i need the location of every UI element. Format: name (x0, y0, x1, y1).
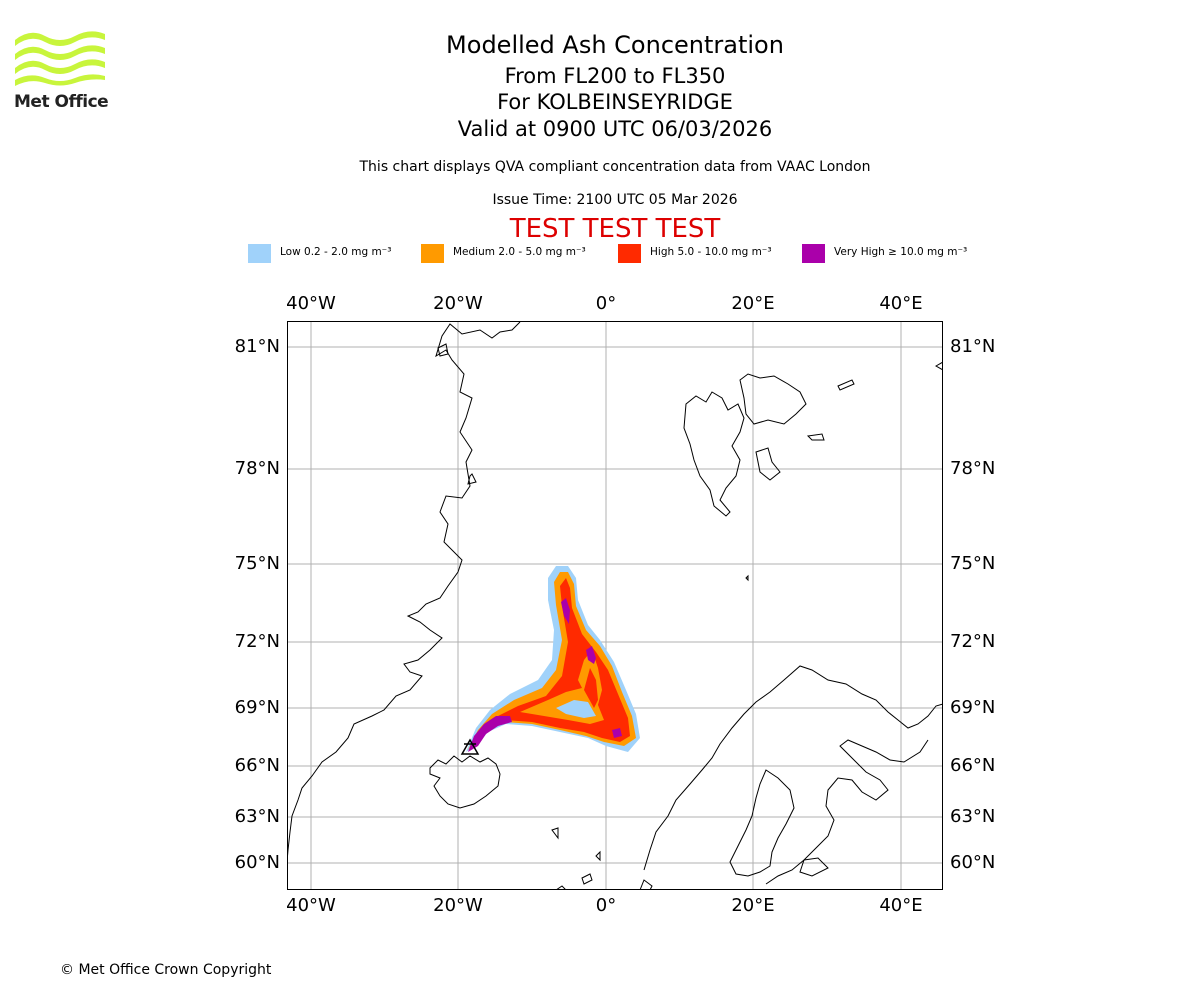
chart-title: Modelled Ash Concentration (446, 31, 784, 59)
validity-time: Valid at 0900 UTC 06/03/2026 (457, 117, 773, 141)
lat-tick-left-78n: 78°N (234, 458, 280, 479)
lon-tick-top-20e: 20°E (731, 293, 775, 314)
lon-tick-bottom-20e: 20°E (731, 895, 775, 916)
coastlines (287, 321, 943, 890)
lon-tick-top-40e: 40°E (879, 293, 923, 314)
lat-tick-right-66n: 66°N (950, 755, 996, 776)
lat-tick-left-66n: 66°N (234, 755, 280, 776)
lon-tick-top-40w: 40°W (286, 293, 336, 314)
lon-tick-top-20w: 20°W (433, 293, 483, 314)
legend-label-very-high: Very High ≥ 10.0 mg m⁻³ (834, 246, 968, 258)
legend-swatch-medium (421, 244, 444, 263)
lat-tick-right-63n: 63°N (950, 806, 996, 827)
ash-contour-very-high-1 (468, 716, 512, 752)
graticule (287, 321, 943, 890)
coastline-iceland (429, 755, 501, 809)
ash-contour-very-high-4 (612, 728, 622, 738)
volcano-triangle-icon (460, 738, 480, 755)
legend-label-high: High 5.0 - 10.0 mg m⁻³ (650, 246, 772, 258)
lat-tick-left-75n: 75°N (234, 553, 280, 574)
flight-level-range: From FL200 to FL350 (504, 64, 726, 88)
lat-tick-right-72n: 72°N (950, 631, 996, 652)
lat-tick-right-75n: 75°N (950, 553, 996, 574)
lat-tick-left-69n: 69°N (234, 697, 280, 718)
lat-tick-right-81n: 81°N (950, 336, 996, 357)
lat-tick-left-81n: 81°N (234, 336, 280, 357)
lat-tick-left-60n: 60°N (234, 852, 280, 873)
met-office-logo-text: Met Office (14, 92, 109, 112)
volcano-name: For KOLBEINSEYRIDGE (497, 90, 733, 114)
coastline-greenland (287, 321, 521, 863)
ash-plume (466, 566, 640, 752)
legend-swatch-low (248, 244, 271, 263)
lon-tick-bottom-40w: 40°W (286, 895, 336, 916)
issue-time: Issue Time: 2100 UTC 05 Mar 2026 (492, 192, 738, 208)
legend-label-medium: Medium 2.0 - 5.0 mg m⁻³ (453, 246, 586, 258)
lat-tick-right-78n: 78°N (950, 458, 996, 479)
ash-contour-very-high-2 (561, 598, 570, 624)
ash-map (287, 321, 943, 890)
ash-contour-low-inner (556, 700, 596, 718)
legend-swatch-high (618, 244, 641, 263)
lon-tick-bottom-40e: 40°E (879, 895, 923, 916)
legend-label-low: Low 0.2 - 2.0 mg m⁻³ (280, 246, 392, 258)
copyright-notice: © Met Office Crown Copyright (60, 962, 272, 978)
lat-tick-right-69n: 69°N (950, 697, 996, 718)
lon-tick-bottom-0: 0° (595, 895, 617, 916)
lon-tick-top-0: 0° (595, 293, 617, 314)
met-office-logo-icon (15, 31, 105, 86)
ash-contour-high-arm (584, 668, 598, 708)
lon-tick-bottom-20w: 20°W (433, 895, 483, 916)
lat-tick-right-60n: 60°N (950, 852, 996, 873)
compliance-note: This chart displays QVA compliant concen… (359, 159, 871, 175)
coastline-scandinavia (643, 665, 943, 871)
coastline-svalbard (683, 391, 745, 517)
map-frame (287, 321, 943, 890)
legend-swatch-very-high (802, 244, 825, 263)
ash-contour-very-high-3 (586, 646, 596, 664)
lat-tick-left-72n: 72°N (234, 631, 280, 652)
lat-tick-left-63n: 63°N (234, 806, 280, 827)
test-banner: TEST TEST TEST (509, 214, 721, 244)
